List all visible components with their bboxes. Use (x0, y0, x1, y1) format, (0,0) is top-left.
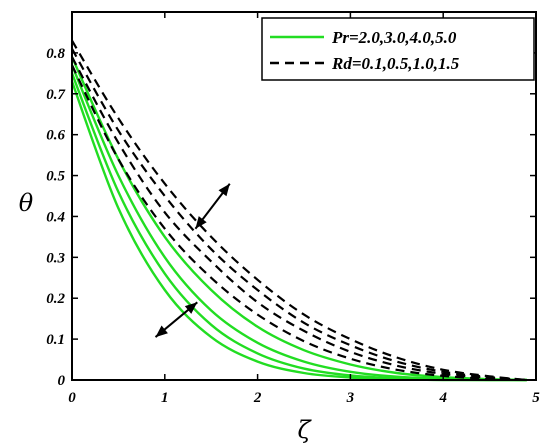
legend-label-1: Pr=2.0,3.0,4.0,5.0 (331, 28, 457, 47)
y-tick-label: 0.5 (46, 169, 65, 185)
y-tick-label: 0.8 (46, 46, 65, 62)
y-tick-label: 0.7 (46, 87, 65, 103)
legend: Pr=2.0,3.0,4.0,5.0 Rd=0.1,0.5,1.0,1.5 (261, 17, 535, 81)
series-line-rd-5 (71, 64, 527, 382)
legend-label-2: Rd=0.1,0.5,1.0,1.5 (331, 54, 460, 73)
arrowhead-2-start (184, 302, 198, 314)
series-line-rd-6 (71, 56, 527, 382)
arrowhead-2-end (155, 325, 168, 338)
y-tick-label: 0.6 (46, 128, 65, 144)
x-tick-label: 4 (438, 390, 447, 406)
y-tick-label: 0 (58, 373, 66, 389)
x-tick-label: 5 (532, 390, 540, 406)
series-line-pr-1 (70, 56, 527, 382)
y-tick-label: 0.2 (46, 291, 65, 307)
y-tick-label: 0.3 (46, 250, 65, 266)
legend-box (261, 17, 535, 81)
series-line-pr-3 (70, 72, 527, 382)
axes: 0 1 2 3 4 5 0 0.1 0.2 0.3 0.4 0.5 0.6 0.7 0.8 (46, 11, 540, 406)
series-line-pr-4 (70, 81, 527, 382)
x-tick-label: 3 (346, 390, 355, 406)
y-tick-label: 0.4 (46, 209, 65, 225)
x-tick-label: 2 (253, 390, 262, 406)
x-tick-label: 0 (68, 390, 76, 406)
arrowhead-1-end (218, 183, 230, 197)
y-axis-title: θ (19, 189, 34, 217)
plot-area (70, 40, 527, 382)
series-line-rd-7 (71, 48, 527, 382)
series-line-pr-2 (70, 64, 527, 382)
plot-frame (71, 11, 537, 381)
arrowhead-1-start (195, 216, 207, 229)
x-axis-title: ζ (297, 416, 312, 444)
y-tick-label: 0.1 (46, 332, 65, 348)
x-tick-label: 1 (161, 390, 169, 406)
